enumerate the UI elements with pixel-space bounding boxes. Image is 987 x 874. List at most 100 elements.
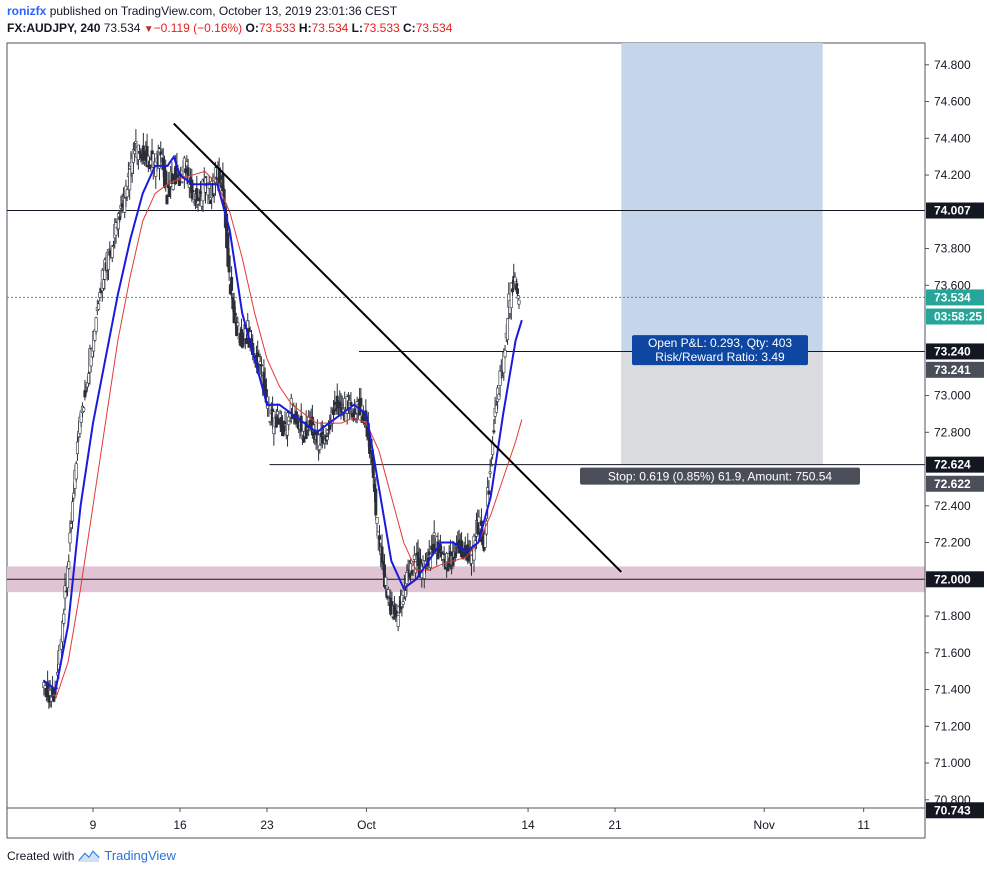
candle-body: [516, 295, 520, 299]
time-tick-label: 23: [260, 818, 274, 832]
candle-body: [118, 216, 122, 221]
candle-body: [511, 288, 515, 293]
price-axis-label: 72.000: [934, 572, 971, 586]
low-value: 73.533: [362, 21, 400, 35]
time-axis: [6, 807, 926, 839]
candle-body: [68, 532, 72, 544]
candle-body: [488, 471, 492, 474]
price-axis-label: 73.240: [934, 344, 971, 358]
high-value: 73.534: [311, 21, 349, 35]
price-tick-label: 72.400: [934, 499, 971, 513]
candle-body: [134, 141, 138, 144]
candle-body: [165, 194, 169, 205]
time-tick-label: Oct: [357, 818, 376, 832]
candle-body: [230, 276, 234, 291]
candle-body: [74, 463, 78, 480]
footer: Created with TradingView: [7, 848, 176, 863]
price-tick-label: 71.200: [934, 719, 971, 733]
low-label: L:: [351, 21, 363, 35]
candles: [42, 129, 521, 709]
price-tick-label: 71.600: [934, 646, 971, 660]
down-triangle-icon: ▼: [143, 24, 154, 35]
created-with-text: Created with: [7, 848, 75, 863]
position-rr-text: Risk/Reward Ratio: 3.49: [655, 350, 785, 364]
candle-body: [506, 318, 510, 340]
price-axis-label-bg: [926, 202, 984, 219]
tradingview-brand[interactable]: TradingView: [104, 848, 176, 863]
candle-body: [82, 407, 86, 412]
candle-body: [375, 517, 379, 524]
publish-info: ronizfx published on TradingView.com, Oc…: [7, 4, 397, 18]
author-name[interactable]: ronizfx: [7, 4, 47, 18]
candle-body: [412, 554, 416, 560]
time-tick-label: 9: [90, 818, 97, 832]
candle-body: [396, 615, 400, 627]
price-axis-label-bg: [926, 361, 984, 378]
candle-body: [227, 255, 231, 273]
candle-body: [384, 577, 388, 586]
candle-body: [503, 350, 507, 358]
candle-body: [374, 488, 378, 516]
ema-fast-line: [42, 154, 523, 692]
price-axis-label: 72.624: [934, 458, 971, 472]
candle-body: [414, 561, 418, 574]
candle-body: [487, 490, 491, 495]
candle-body: [259, 364, 263, 367]
close-value: 73.534: [415, 21, 453, 35]
candle-body: [390, 601, 394, 607]
price-axis-label: 70.743: [934, 803, 971, 817]
last-price: 73.534: [103, 21, 141, 35]
symbol-label: FX:AUDJPY, 240: [7, 21, 101, 35]
position-info-box: [632, 335, 808, 366]
candle-body: [67, 561, 71, 569]
candle-body: [371, 460, 375, 479]
price-axis-label-bg: [926, 343, 984, 360]
candle-body: [176, 174, 180, 178]
symbol-info: FX:AUDJPY, 240 73.534 ▼−0.119 (−0.16%) O…: [7, 21, 452, 35]
candle-body: [432, 532, 436, 536]
candle-body: [317, 434, 321, 451]
open-value: 73.533: [258, 21, 296, 35]
candle-body: [177, 180, 181, 186]
open-label: O:: [245, 21, 259, 35]
ema-slow-line: [55, 170, 523, 699]
candle-body: [171, 183, 175, 190]
price-tick-label: 72.200: [934, 536, 971, 550]
price-axis-label-bg: [926, 289, 984, 306]
stop-info-text: Stop: 0.619 (0.85%) 61.9, Amount: 750.54: [608, 470, 832, 484]
time-tick-label: 11: [857, 818, 870, 832]
price-axis-label: 74.007: [934, 204, 971, 218]
time-tick-label: 16: [173, 818, 187, 832]
trendline: [173, 122, 622, 573]
price-axis-label-bg: [926, 456, 984, 473]
candle-body: [110, 245, 114, 258]
price-axis-label-bg: [926, 802, 984, 819]
price-tick-label: 73.800: [934, 242, 971, 256]
price-axis-label: 72.622: [934, 477, 971, 491]
high-label: H:: [298, 21, 312, 35]
candle-body: [62, 613, 66, 624]
candle-body: [368, 438, 372, 454]
price-tick-label: 74.800: [934, 58, 971, 72]
pnl-zone: [621, 351, 823, 465]
price-change: −0.119 (−0.16%): [153, 21, 243, 35]
tradingview-logo-icon: [78, 849, 101, 863]
candle-body: [84, 390, 88, 393]
price-tick-label: 71.800: [934, 609, 971, 623]
candle-body: [378, 535, 382, 540]
price-tick-label: 72.800: [934, 425, 971, 439]
time-tick-label: 14: [521, 818, 535, 832]
close-label: C:: [403, 21, 416, 35]
candle-body: [318, 444, 322, 450]
candle-body: [97, 303, 101, 310]
candle-body: [180, 181, 184, 184]
price-tick-label: 73.600: [934, 278, 971, 292]
candle-body: [328, 424, 332, 430]
price-axis-label-bg: [926, 571, 984, 588]
candle-body: [477, 516, 481, 523]
candle-body: [332, 409, 336, 416]
candle-body: [359, 397, 363, 407]
candle-body: [75, 441, 79, 455]
candle-body: [236, 322, 240, 327]
